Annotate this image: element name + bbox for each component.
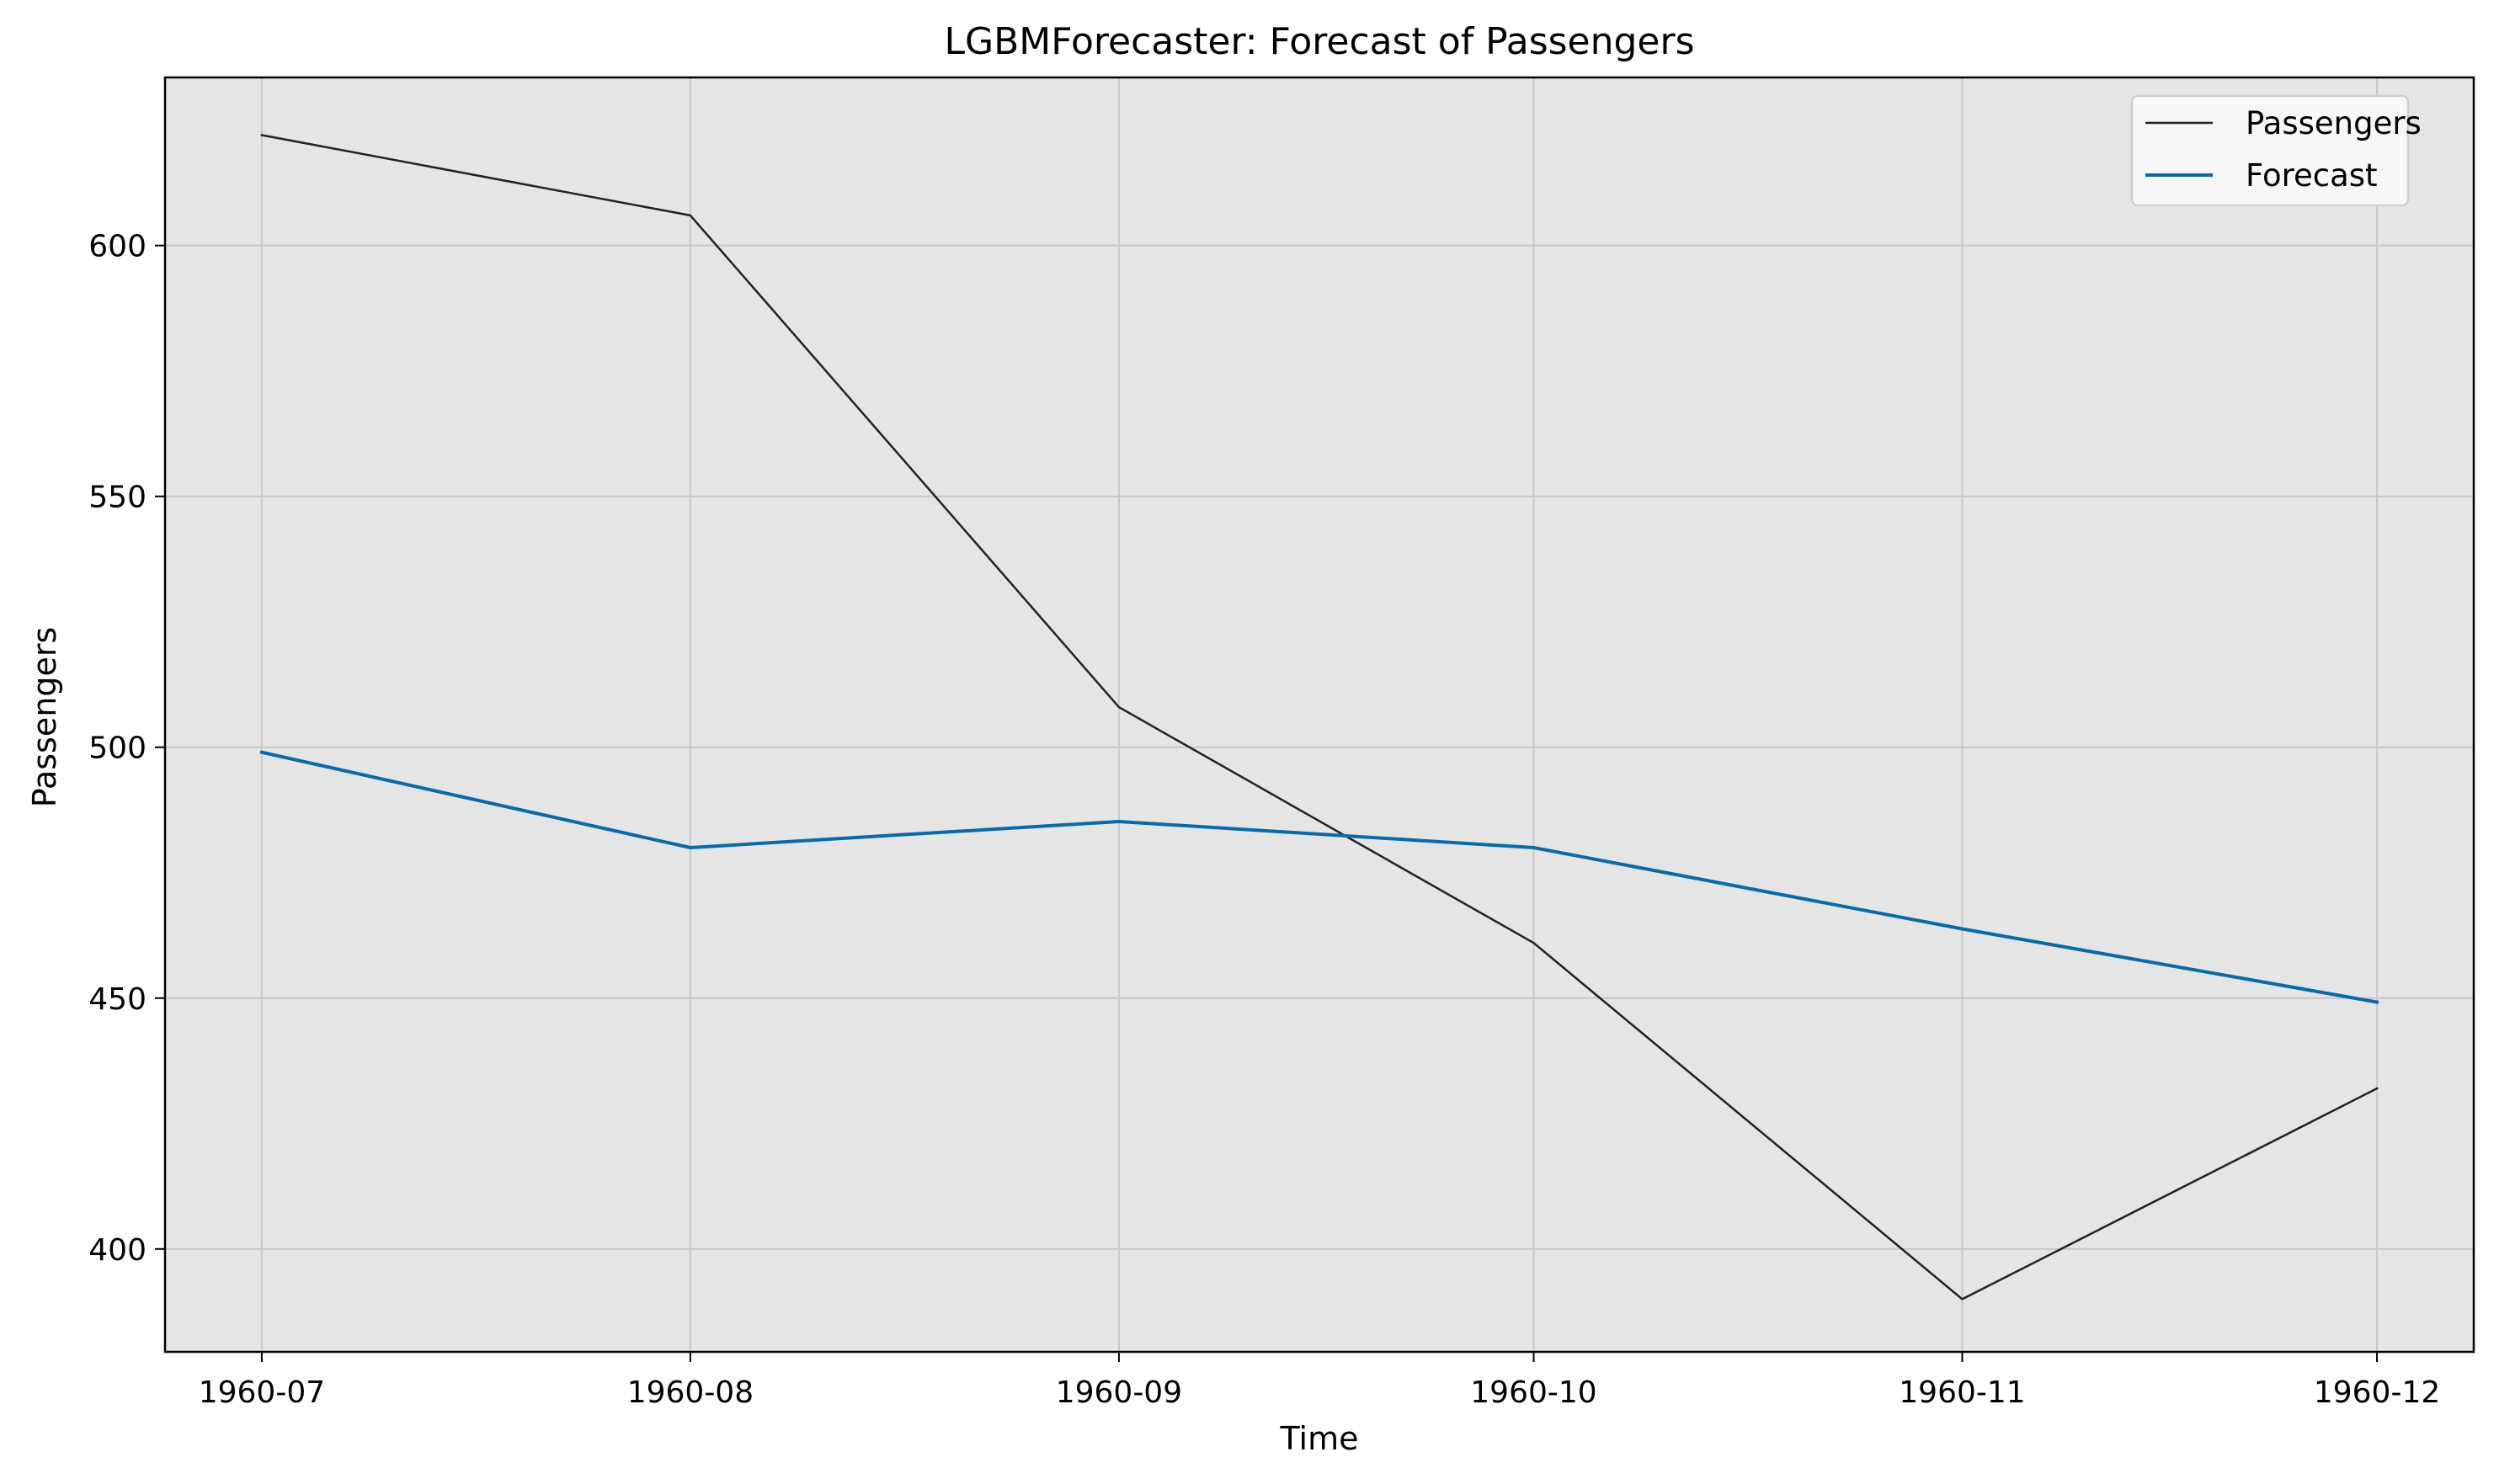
plot-frame — [163, 76, 2475, 1354]
axis-ticks: 1960-07 1960-08 1960-09 1960-10 1960-11 1960-… — [88, 230, 2440, 1410]
y-tick-label: 500 — [88, 731, 147, 766]
x-tick-label: 1960-09 — [1056, 1375, 1182, 1410]
y-axis-label: Passengers — [26, 627, 63, 807]
x-tick-label: 1960-10 — [1470, 1375, 1596, 1410]
y-tick-label: 400 — [88, 1233, 147, 1268]
series-line-passengers — [260, 134, 2379, 1300]
y-tick-label: 550 — [88, 481, 147, 515]
legend: Passengers Forecast — [2130, 94, 2422, 207]
plot-area — [165, 77, 2474, 1352]
x-axis-label: Time — [1280, 1420, 1359, 1457]
chart-title: LGBMForecaster: Forecast of Passengers — [944, 20, 1694, 63]
legend-label-forecast: Forecast — [2246, 157, 2378, 194]
x-tick-label: 1960-07 — [199, 1375, 325, 1410]
x-tick-label: 1960-12 — [2314, 1375, 2440, 1410]
y-tick-label: 600 — [88, 230, 147, 264]
series-lines — [259, 134, 2379, 1300]
x-tick-label: 1960-08 — [627, 1375, 754, 1410]
y-tick-label: 450 — [88, 982, 147, 1017]
x-tick-label: 1960-11 — [1899, 1375, 2025, 1410]
grid — [165, 77, 2474, 1352]
legend-label-passengers: Passengers — [2246, 105, 2422, 141]
series-line-forecast — [259, 750, 2379, 1004]
